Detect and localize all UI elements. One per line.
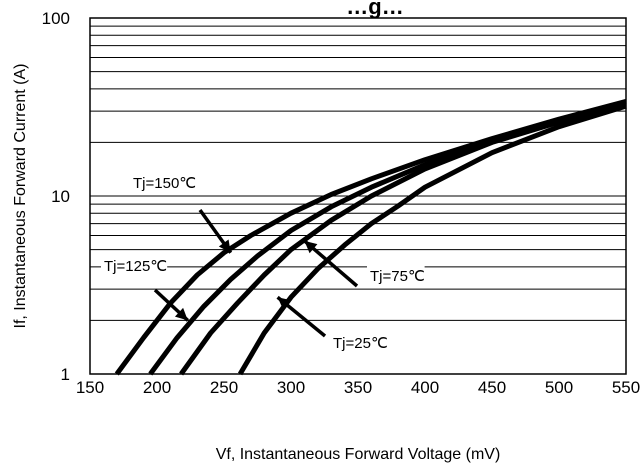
curves	[114, 98, 627, 376]
annotation-label: Tj=150℃	[133, 175, 196, 192]
arrowhead	[277, 297, 291, 310]
x-tick-label: 200	[143, 378, 171, 397]
annotation: Tj=25℃	[276, 295, 388, 353]
annotation-bg	[330, 333, 388, 353]
annotation-label: Tj=25℃	[333, 335, 388, 352]
y-tick-label: 10	[51, 187, 70, 206]
x-tick-label: 150	[76, 378, 104, 397]
series-line	[179, 102, 627, 376]
annotations: Tj=150℃ Tj=125℃ Tj=75℃ Tj=25℃	[101, 173, 425, 353]
x-tick-label: 250	[210, 378, 238, 397]
annotation-label: Tj=75℃	[370, 268, 425, 285]
x-tick-label: 450	[478, 378, 506, 397]
y-axis-label: If, Instantaneous Forward Current (A)	[12, 64, 29, 329]
arrowhead	[174, 307, 188, 321]
x-tick-label: 300	[277, 378, 305, 397]
x-tick-label: 550	[612, 378, 640, 397]
tick-labels: 150 200 250 300 350 400 450 500 550 1 10 100	[42, 9, 641, 397]
series-line	[237, 103, 627, 376]
annotation-bg	[101, 256, 168, 276]
arrowhead	[304, 240, 318, 254]
annotation: Tj=75℃	[303, 239, 425, 288]
x-tick-label: 500	[545, 378, 573, 397]
x-tick-label: 350	[344, 378, 372, 397]
plot-area	[89, 17, 627, 375]
arrowhead	[218, 239, 231, 253]
y-tick-label: 100	[42, 9, 70, 28]
annotation-label: Tj=125℃	[104, 258, 167, 275]
annotation: Tj=125℃	[101, 256, 190, 322]
annotation-bg	[130, 173, 197, 193]
x-tick-label: 400	[411, 378, 439, 397]
annotation: Tj=150℃	[130, 173, 233, 254]
grid	[90, 25, 626, 321]
y-tick-label: 1	[61, 365, 70, 384]
annotation-bg	[367, 266, 425, 286]
chart-title: …g…	[346, 0, 403, 19]
x-axis-label: Vf, Instantaneous Forward Voltage (mV)	[216, 446, 501, 463]
